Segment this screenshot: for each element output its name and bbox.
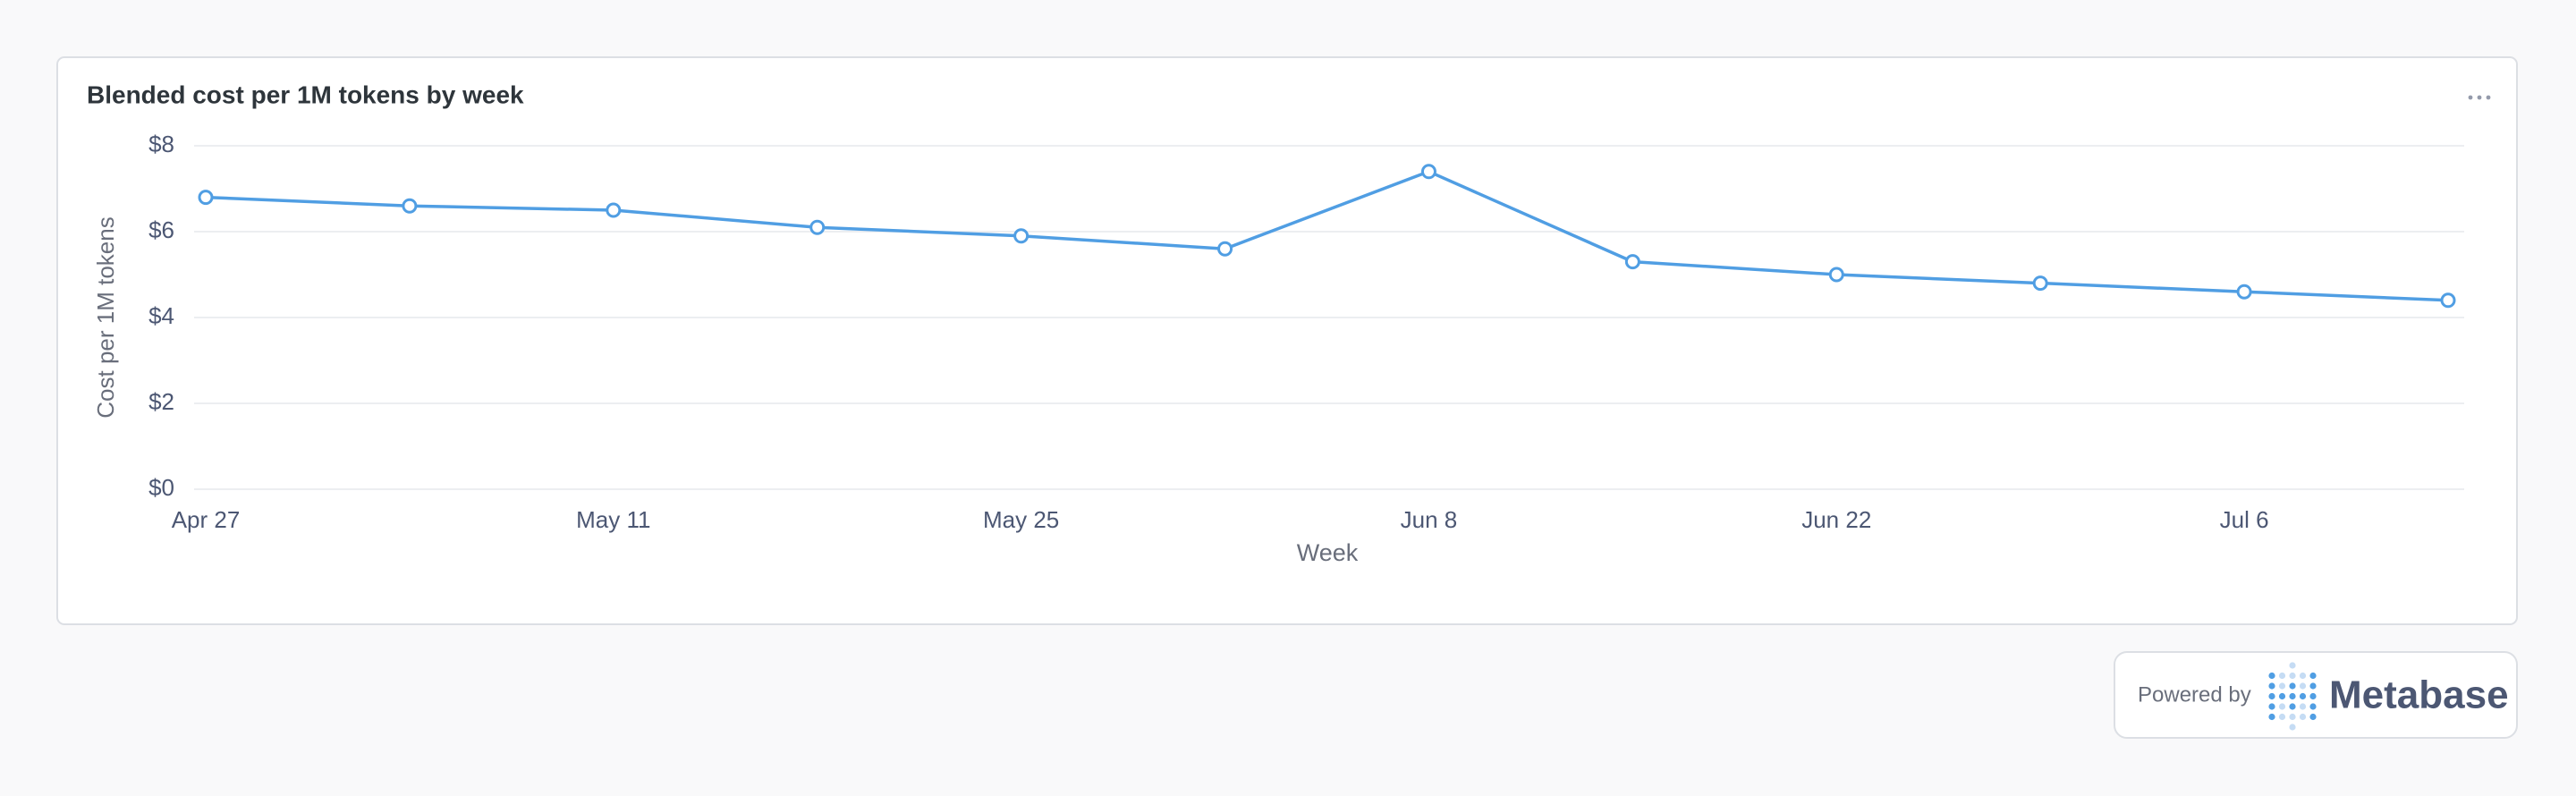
logo-dot (2278, 682, 2286, 690)
data-point (2236, 284, 2252, 300)
logo-dot (2268, 703, 2275, 710)
data-point (198, 190, 214, 206)
logo-dot (2268, 713, 2275, 721)
logo-dot (2289, 682, 2296, 690)
logo-dot (2268, 682, 2275, 690)
logo-dot (2278, 713, 2286, 721)
x-axis-title: Week (1297, 539, 1359, 566)
data-point (809, 219, 826, 235)
data-point (402, 198, 418, 214)
more-menu[interactable] (2468, 95, 2491, 100)
logo-dot (2299, 692, 2307, 700)
menu-dot (2477, 95, 2482, 100)
logo-dot (2278, 692, 2286, 700)
logo-dot (2289, 703, 2296, 710)
x-tick-label: May 25 (983, 506, 1059, 533)
logo-dot (2289, 713, 2296, 721)
logo-dot (2278, 703, 2286, 710)
x-tick-label: Apr 27 (172, 506, 241, 533)
logo-dot (2299, 713, 2307, 721)
data-point (1217, 241, 1233, 257)
x-tick-label: Jul 6 (2220, 506, 2269, 533)
data-point (2440, 292, 2456, 309)
logo-dot (2299, 682, 2307, 690)
menu-dot (2468, 95, 2473, 100)
y-tick-label: $4 (148, 302, 174, 329)
logo-dot (2299, 703, 2307, 710)
data-line (205, 170, 2449, 302)
menu-dot (2486, 95, 2491, 100)
logo-dot (2268, 692, 2275, 700)
brand-name: Metabase (2329, 673, 2509, 717)
y-tick-label: $8 (148, 131, 174, 157)
y-tick-label: $2 (148, 388, 174, 415)
data-point (1420, 164, 1436, 180)
data-point (606, 202, 622, 218)
card (56, 56, 2518, 625)
logo-dot (2309, 672, 2317, 680)
metabase-logo (2268, 662, 2317, 731)
data-point (2032, 275, 2048, 292)
logo-dot (2289, 692, 2296, 700)
plot: $0 $2 $4 $6 $8 Apr 27 May 11 May 25 Jun 8 Jun 22 J… (148, 131, 2464, 533)
data-point (1013, 228, 1030, 244)
logo-dot (2309, 692, 2317, 700)
x-tick-label: Jun 8 (1401, 506, 1458, 533)
x-tick-label: Jun 22 (1801, 506, 1871, 533)
y-axis-title: Cost per 1M tokens (92, 216, 119, 418)
logo-dot (2289, 724, 2296, 731)
logo-dot (2289, 672, 2296, 680)
x-tick-label: May 11 (576, 506, 650, 533)
logo-dot (2278, 672, 2286, 680)
logo-dot (2268, 672, 2275, 680)
logo-dot (2309, 713, 2317, 721)
y-tick-label: $6 (148, 216, 174, 243)
chart-title: Blended cost per 1M tokens by week (87, 80, 524, 108)
logo-dot (2309, 703, 2317, 710)
data-point (1828, 267, 1844, 283)
y-tick-label: $0 (148, 474, 174, 501)
logo-dot (2299, 672, 2307, 680)
logo-dot (2309, 682, 2317, 690)
powered-by-text: Powered by (2138, 682, 2251, 707)
logo-dot (2289, 662, 2296, 669)
data-point (1624, 254, 1640, 270)
